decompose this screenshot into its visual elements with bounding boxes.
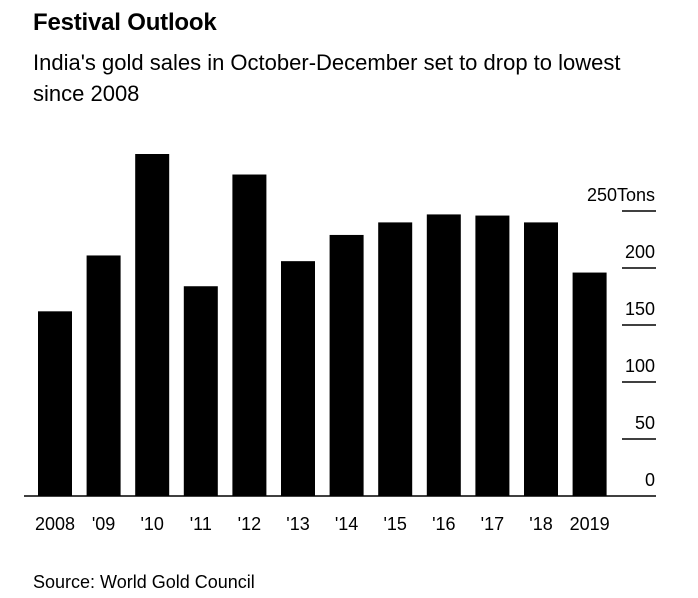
bar-09 [86,255,121,496]
bar-15 [378,222,413,496]
chart-subtitle: India's gold sales in October-December s… [33,50,621,106]
bar-16 [426,214,461,497]
chart-title: Festival Outlook [33,9,217,36]
x-tick-label: '10 [140,514,163,534]
y-tick-label: 150 [625,299,655,319]
y-tick-label: 100 [625,356,655,376]
x-tick-label: '12 [238,514,261,534]
bar-2008 [38,311,72,496]
x-tick-label: '17 [481,514,504,534]
y-tick-label: 250Tons [587,185,655,205]
x-tick-label: 2008 [35,514,75,534]
source-note: Source: World Gold Council [33,572,255,592]
y-tick-label: 0 [645,470,655,490]
x-axis-labels: 2008 '09 '10 '11 '12 '13 '14 '15 '16 '17 '18 2019 [35,514,610,534]
x-tick-label: '11 [190,514,212,534]
y-axis: 0 50 100 150 200 250Tons [587,185,656,490]
x-tick-label: 2019 [570,514,610,534]
y-tick-label: 200 [625,242,655,262]
x-tick-label: '15 [383,514,406,534]
bars-group [38,154,607,497]
x-tick-label: '13 [286,514,309,534]
bar-13 [281,261,315,496]
bar-10 [135,154,170,496]
x-tick-label: '09 [92,514,115,534]
y-tick-label: 50 [635,413,655,433]
x-tick-label: '18 [529,514,552,534]
x-tick-label: '16 [432,514,455,534]
bar-12 [232,174,267,496]
bar-11 [183,286,218,496]
bar-chart: 2008 '09 '10 '11 '12 '13 '14 '15 '16 '17 '18 2019 0… [24,154,656,534]
bar-17 [475,215,510,496]
bar-2019 [572,272,607,496]
x-tick-label: '14 [335,514,358,534]
bar-18 [524,222,558,496]
bar-14 [329,234,364,496]
